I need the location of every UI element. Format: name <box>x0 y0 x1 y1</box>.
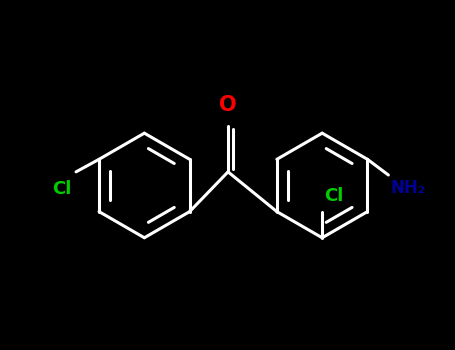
Text: Cl: Cl <box>52 180 72 198</box>
Text: NH₂: NH₂ <box>390 179 425 197</box>
Text: Cl: Cl <box>324 187 344 205</box>
Text: O: O <box>219 96 237 116</box>
